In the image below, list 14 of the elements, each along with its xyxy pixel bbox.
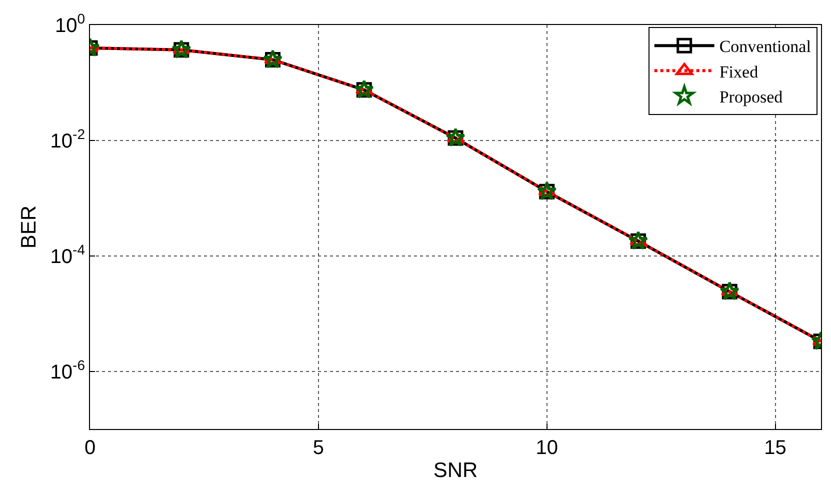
y-tick-label: 10$^{-4}$	[50, 241, 86, 268]
y-tick-label: 10$^{-2}$	[50, 126, 86, 152]
y-axis-title: BER	[17, 205, 40, 249]
x-axis-title: SNR	[433, 459, 478, 482]
x-tick-label: 15	[764, 437, 786, 459]
legend-label: Proposed	[719, 87, 784, 106]
x-tick-label: 5	[312, 437, 324, 459]
y-tick-label: 10$^{-6}$	[50, 356, 86, 384]
legend-label: Conventional	[719, 37, 812, 56]
y-tick-label: 10$^{0}$	[54, 10, 86, 37]
legend-label: Fixed	[719, 62, 759, 82]
point	[262, 49, 283, 68]
x-tick-label: 0	[84, 437, 96, 459]
x-tick-label: 10	[536, 437, 558, 459]
